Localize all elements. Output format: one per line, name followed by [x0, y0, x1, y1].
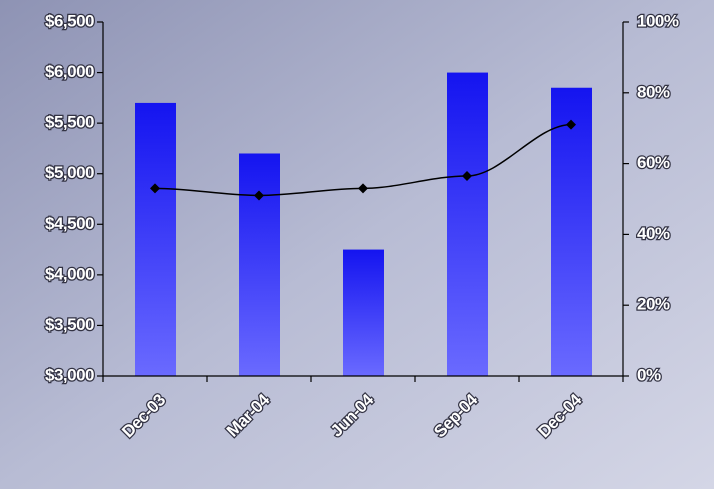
- bar: [447, 72, 488, 377]
- y-tick-label: $4,000: [45, 264, 94, 283]
- y-tick-label: $6,000: [45, 62, 94, 81]
- line-marker: [150, 183, 160, 194]
- line-marker: [566, 119, 576, 130]
- y-tick-label: $6,500: [45, 11, 94, 30]
- y2-tick-label: 100%: [637, 11, 679, 30]
- y2-tick-label: 0%: [637, 365, 661, 384]
- y-tick-label: $5,500: [45, 113, 94, 132]
- y-tick-label: $4,500: [45, 214, 94, 233]
- bar: [239, 153, 280, 376]
- bar: [551, 87, 592, 376]
- line-marker: [462, 170, 472, 181]
- bar: [343, 249, 384, 376]
- y-tick-label: $5,000: [45, 163, 94, 182]
- y-tick-label: $3,000: [45, 365, 94, 384]
- bar: [135, 102, 176, 377]
- y2-tick-label: 80%: [637, 82, 670, 101]
- y2-tick-label: 60%: [637, 153, 670, 172]
- y-tick-label: $3,500: [45, 315, 94, 334]
- line-marker: [254, 190, 264, 201]
- y2-tick-label: 40%: [637, 224, 670, 243]
- y2-tick-label: 20%: [637, 295, 670, 314]
- line-marker: [358, 183, 368, 194]
